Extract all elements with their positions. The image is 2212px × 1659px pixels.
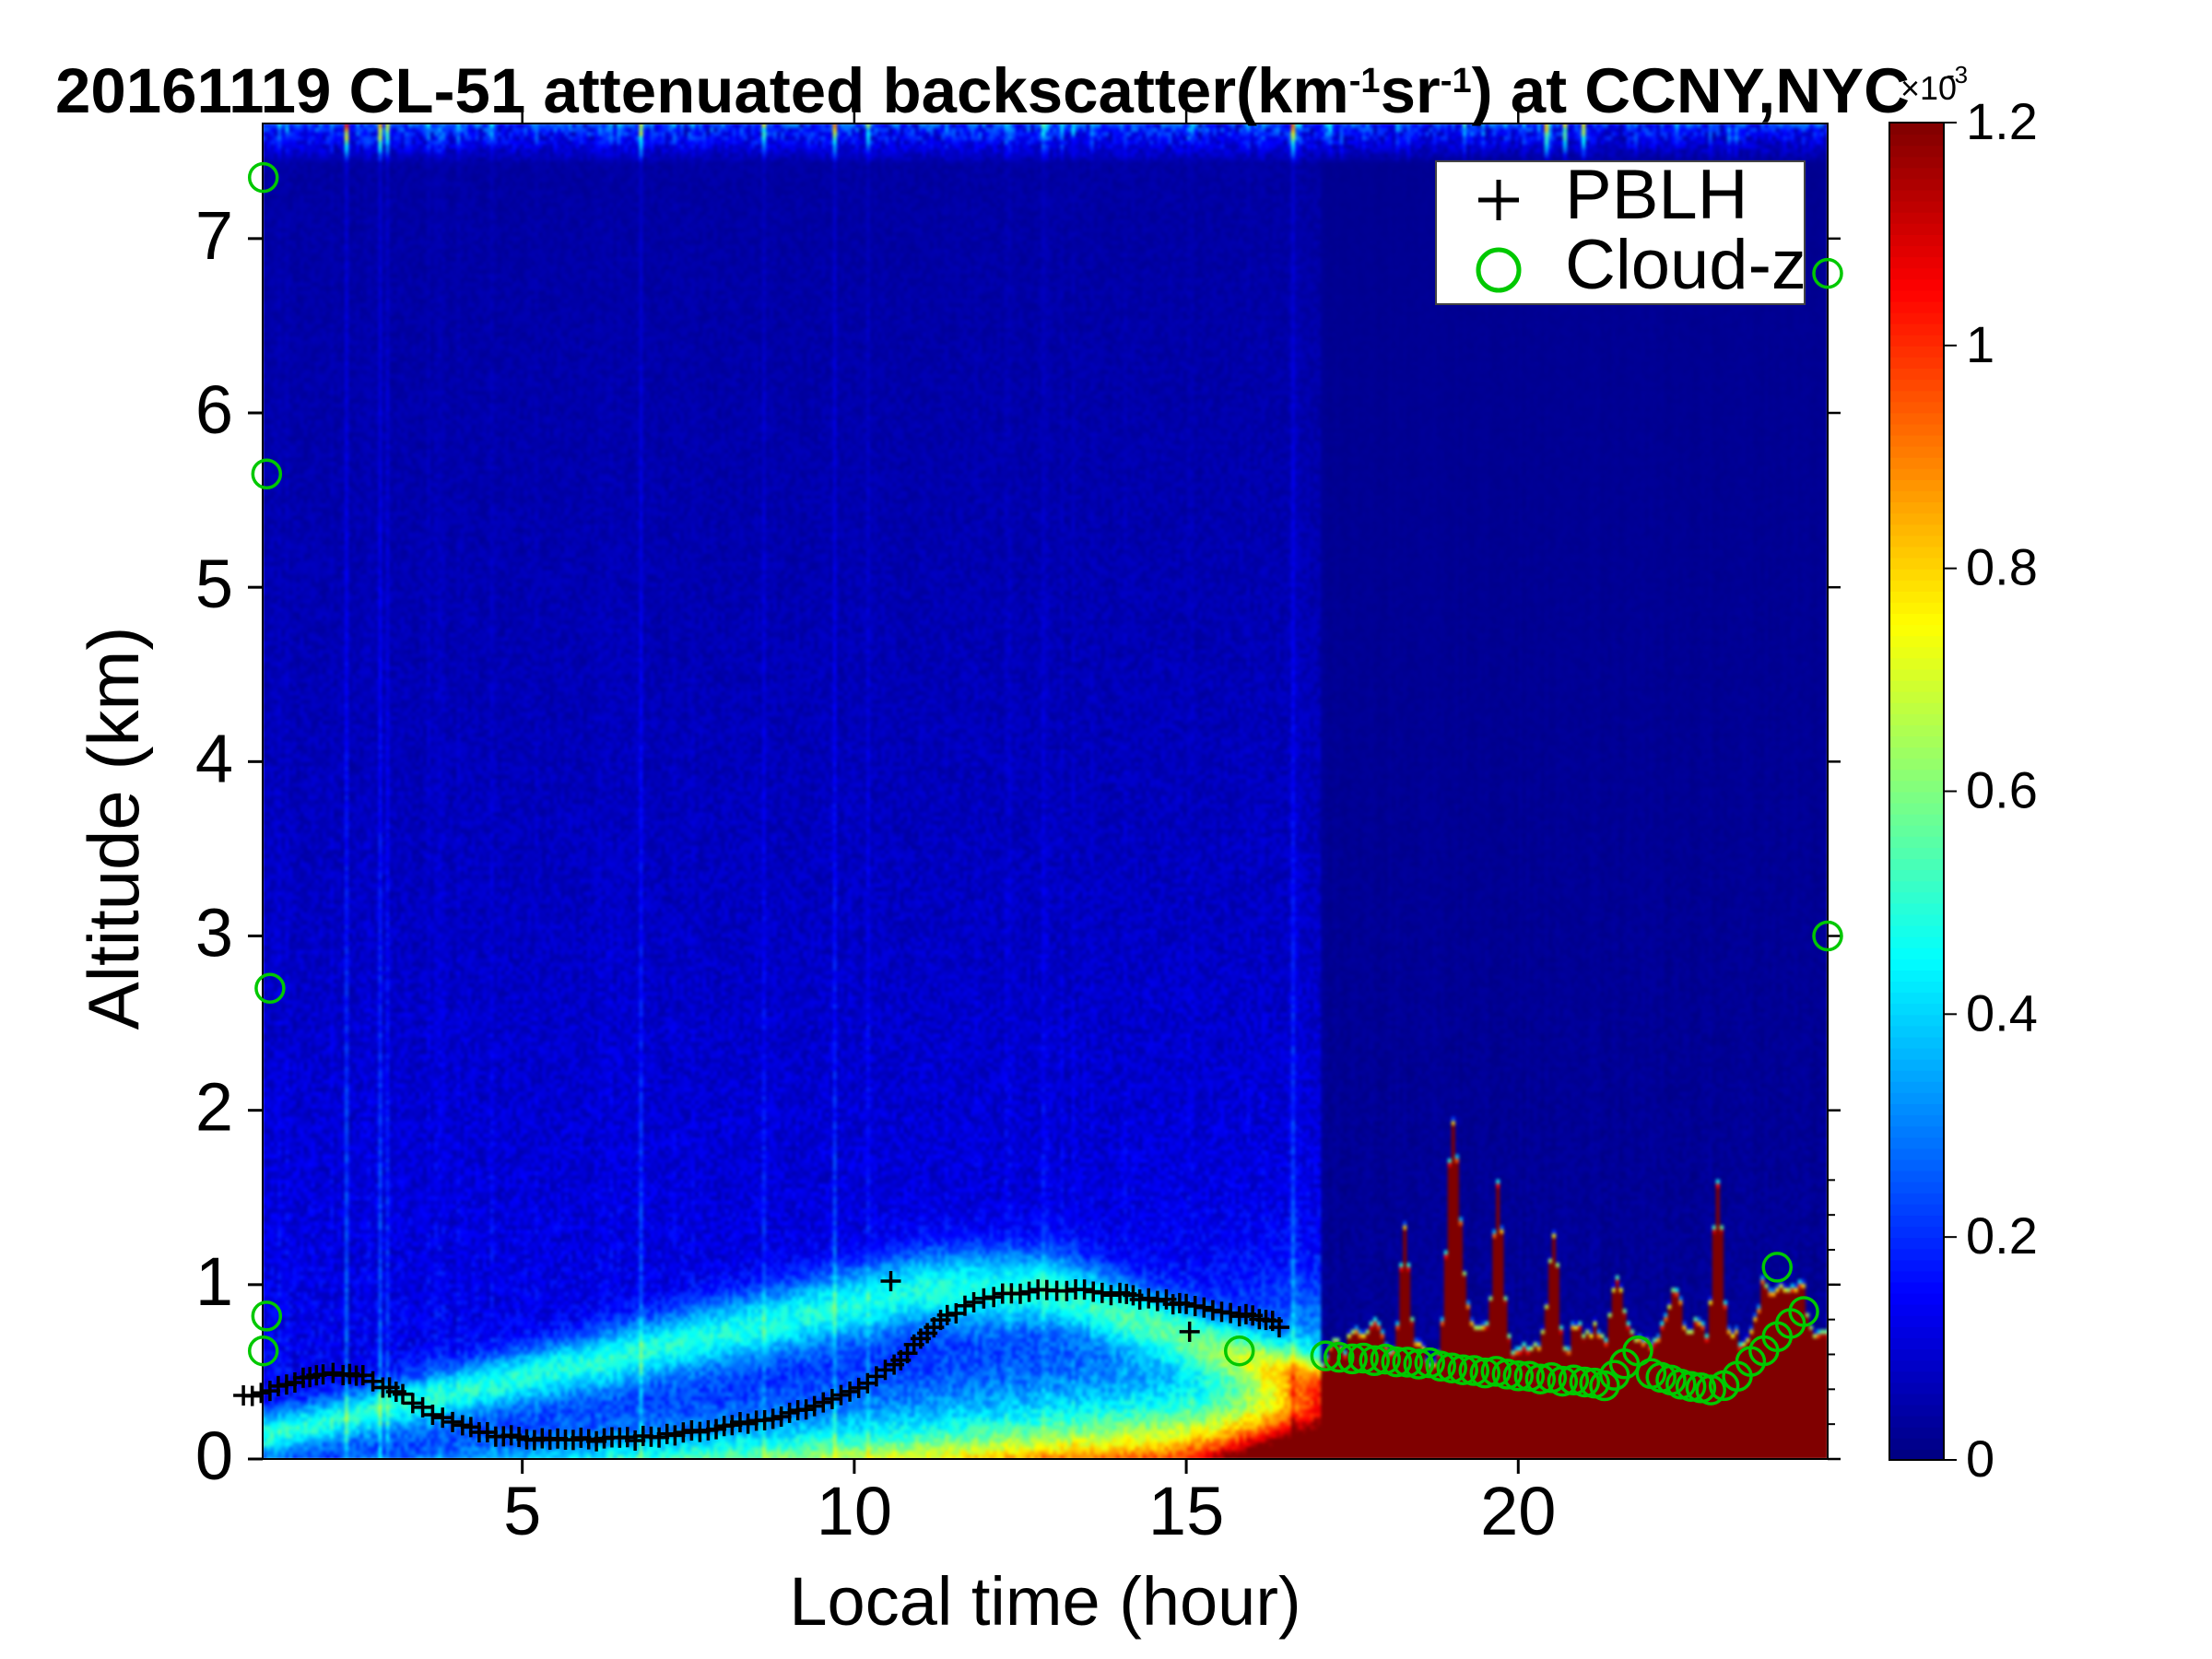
svg-text:4: 4 bbox=[195, 720, 233, 796]
svg-text:-1: -1 bbox=[1441, 62, 1472, 100]
svg-text:20161119 CL-51 attenuated ba: 20161119 CL-51 attenuated backscatter(km bbox=[55, 55, 1349, 126]
svg-text:) at CCNY,NYC: ) at CCNY,NYC bbox=[1472, 55, 1910, 126]
svg-text:Local time (hour): Local time (hour) bbox=[789, 1563, 1300, 1640]
svg-text:7: 7 bbox=[195, 197, 233, 274]
svg-text:1: 1 bbox=[1966, 315, 1994, 373]
svg-text:0: 0 bbox=[1966, 1430, 1994, 1488]
svg-text:3: 3 bbox=[195, 895, 233, 971]
svg-text:20: 20 bbox=[1480, 1473, 1556, 1549]
svg-text:Altitude (km): Altitude (km) bbox=[73, 627, 154, 1030]
svg-text:0.8: 0.8 bbox=[1966, 538, 2038, 596]
svg-text:6: 6 bbox=[195, 371, 233, 448]
svg-text:5: 5 bbox=[503, 1473, 541, 1549]
svg-text:sr: sr bbox=[1381, 55, 1441, 126]
svg-text:0.2: 0.2 bbox=[1966, 1206, 2038, 1265]
svg-text:0.4: 0.4 bbox=[1966, 983, 2038, 1041]
svg-text:1: 1 bbox=[195, 1243, 233, 1320]
svg-text:10: 10 bbox=[817, 1473, 892, 1549]
svg-text:0.6: 0.6 bbox=[1966, 761, 2038, 819]
svg-text:1.2: 1.2 bbox=[1966, 92, 2038, 150]
svg-text:PBLH: PBLH bbox=[1565, 156, 1748, 234]
svg-text:-1: -1 bbox=[1349, 62, 1381, 100]
svg-text:-3: -3 bbox=[1947, 61, 1968, 88]
svg-text:15: 15 bbox=[1148, 1473, 1224, 1549]
svg-text:0: 0 bbox=[195, 1418, 233, 1494]
svg-text:2: 2 bbox=[195, 1069, 233, 1146]
svg-text:Cloud-z: Cloud-z bbox=[1565, 226, 1806, 304]
svg-text:5: 5 bbox=[195, 546, 233, 622]
